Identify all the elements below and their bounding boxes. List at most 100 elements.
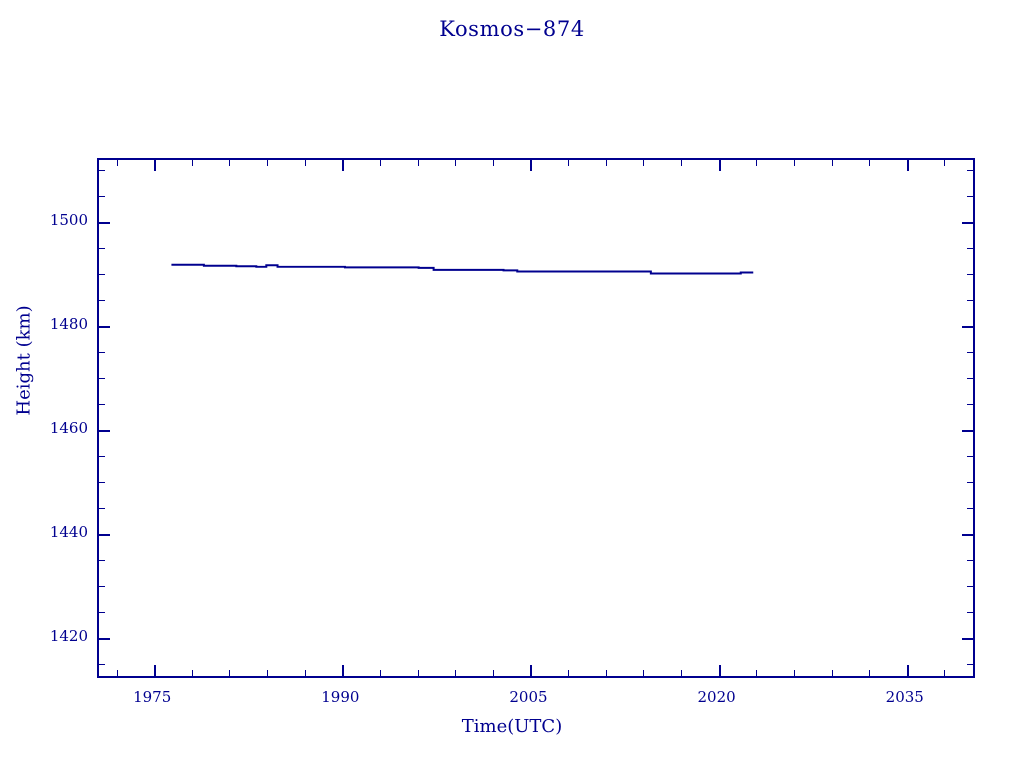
plot-area xyxy=(97,158,975,678)
axis-tick xyxy=(967,248,973,249)
axis-tick xyxy=(99,508,105,509)
axis-tick xyxy=(967,560,973,561)
axis-tick xyxy=(99,612,105,613)
x-tick-label: 2035 xyxy=(885,688,924,706)
axis-tick xyxy=(832,160,833,166)
axis-tick xyxy=(117,160,118,166)
axis-tick xyxy=(907,160,909,171)
axis-tick xyxy=(99,378,105,379)
axis-tick xyxy=(967,664,973,665)
axis-tick xyxy=(493,670,494,676)
axis-tick xyxy=(756,160,757,166)
axis-tick xyxy=(99,560,105,561)
axis-tick xyxy=(267,670,268,676)
axis-tick xyxy=(493,160,494,166)
x-tick-label: 1990 xyxy=(321,688,360,706)
axis-tick xyxy=(643,670,644,676)
axis-tick xyxy=(681,670,682,676)
axis-tick xyxy=(99,352,105,353)
axis-tick xyxy=(380,160,381,166)
axis-tick xyxy=(154,160,156,171)
axis-tick xyxy=(681,160,682,166)
axis-tick xyxy=(99,300,105,301)
axis-tick xyxy=(606,670,607,676)
axis-tick xyxy=(229,670,230,676)
y-tick-label: 1480 xyxy=(49,315,88,334)
axis-tick xyxy=(719,160,721,171)
axis-tick xyxy=(530,160,532,171)
axis-tick xyxy=(99,456,105,457)
plot-inner xyxy=(99,160,973,676)
axis-tick xyxy=(832,670,833,676)
axis-tick xyxy=(962,430,973,432)
axis-tick xyxy=(967,378,973,379)
axis-tick xyxy=(99,664,105,665)
axis-tick xyxy=(154,665,156,676)
axis-tick xyxy=(418,670,419,676)
axis-tick xyxy=(229,160,230,166)
x-tick-label: 1975 xyxy=(133,688,172,706)
axis-tick xyxy=(643,160,644,166)
axis-tick xyxy=(99,326,110,328)
axis-tick xyxy=(99,586,105,587)
x-tick-label: 2005 xyxy=(509,688,548,706)
axis-tick xyxy=(99,222,110,224)
axis-tick xyxy=(342,665,344,676)
axis-tick xyxy=(342,160,344,171)
axis-tick xyxy=(117,670,118,676)
y-tick-label: 1460 xyxy=(49,419,88,438)
axis-tick xyxy=(455,160,456,166)
axis-tick xyxy=(907,665,909,676)
axis-tick xyxy=(869,160,870,166)
axis-tick xyxy=(305,670,306,676)
axis-tick xyxy=(967,612,973,613)
axis-tick xyxy=(967,586,973,587)
axis-tick xyxy=(99,482,105,483)
axis-tick xyxy=(944,160,945,166)
chart-title: Kosmos−874 xyxy=(439,17,585,41)
y-tick-label: 1420 xyxy=(49,627,88,646)
axis-tick xyxy=(962,222,973,224)
axis-tick xyxy=(944,670,945,676)
axis-tick xyxy=(967,404,973,405)
axis-tick xyxy=(606,160,607,166)
x-axis-title: Time(UTC) xyxy=(461,716,563,737)
axis-tick xyxy=(99,404,105,405)
axis-tick xyxy=(962,326,973,328)
axis-tick xyxy=(869,670,870,676)
data-series-line xyxy=(171,263,754,275)
axis-tick xyxy=(418,160,419,166)
axis-tick xyxy=(192,670,193,676)
axis-tick xyxy=(99,248,105,249)
axis-tick xyxy=(568,160,569,166)
axis-tick xyxy=(967,352,973,353)
axis-tick xyxy=(756,670,757,676)
y-tick-label: 1500 xyxy=(49,211,88,230)
axis-tick xyxy=(967,196,973,197)
axis-tick xyxy=(99,534,110,536)
axis-tick xyxy=(967,170,973,171)
axis-tick xyxy=(99,430,110,432)
axis-tick xyxy=(962,638,973,640)
axis-tick xyxy=(967,508,973,509)
y-tick-label: 1440 xyxy=(49,523,88,542)
axis-tick xyxy=(267,160,268,166)
axis-tick xyxy=(99,638,110,640)
axis-tick xyxy=(967,482,973,483)
axis-tick xyxy=(794,160,795,166)
axis-tick xyxy=(380,670,381,676)
axis-tick xyxy=(967,456,973,457)
axis-tick xyxy=(530,665,532,676)
x-tick-label: 2020 xyxy=(697,688,736,706)
y-axis-title: Height (km) xyxy=(13,305,35,416)
axis-tick xyxy=(99,274,105,275)
axis-tick xyxy=(305,160,306,166)
axis-tick xyxy=(192,160,193,166)
axis-tick xyxy=(99,196,105,197)
axis-tick xyxy=(967,274,973,275)
axis-tick xyxy=(967,300,973,301)
axis-tick xyxy=(719,665,721,676)
axis-tick xyxy=(794,670,795,676)
axis-tick xyxy=(455,670,456,676)
